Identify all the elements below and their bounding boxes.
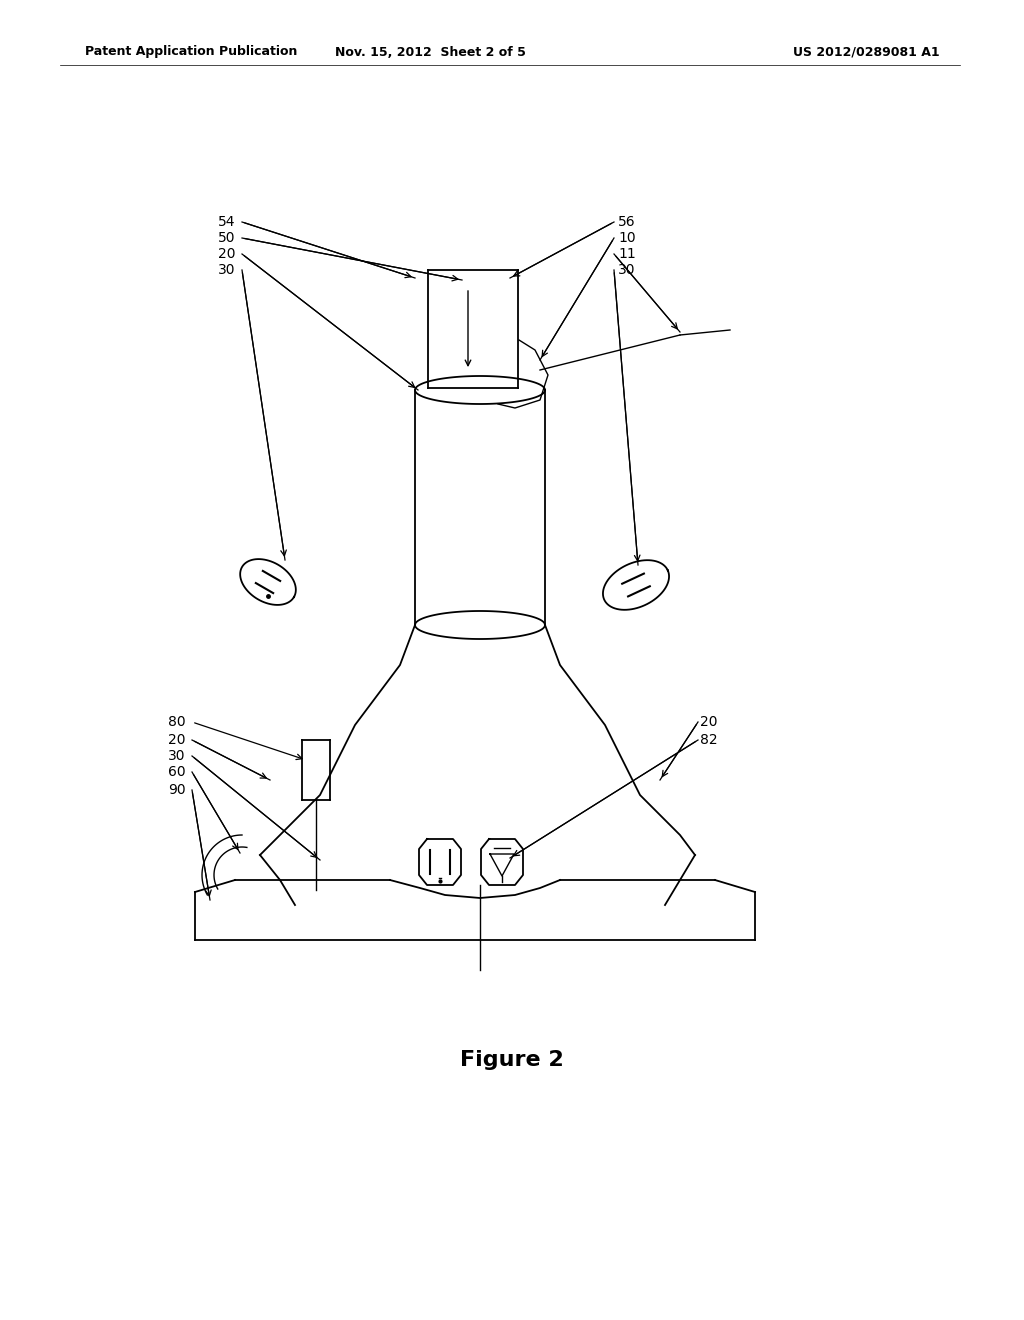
Text: 56: 56 bbox=[618, 215, 636, 228]
Text: US 2012/0289081 A1: US 2012/0289081 A1 bbox=[794, 45, 940, 58]
Text: Patent Application Publication: Patent Application Publication bbox=[85, 45, 297, 58]
Text: 30: 30 bbox=[618, 263, 636, 277]
Text: 90: 90 bbox=[168, 783, 185, 797]
Text: 30: 30 bbox=[218, 263, 236, 277]
Text: 20: 20 bbox=[168, 733, 185, 747]
Text: 60: 60 bbox=[168, 766, 185, 779]
Text: 10: 10 bbox=[618, 231, 636, 246]
Text: 20: 20 bbox=[700, 715, 718, 729]
Text: 80: 80 bbox=[168, 715, 185, 729]
Text: 30: 30 bbox=[168, 748, 185, 763]
Text: Nov. 15, 2012  Sheet 2 of 5: Nov. 15, 2012 Sheet 2 of 5 bbox=[335, 45, 525, 58]
Text: 82: 82 bbox=[700, 733, 718, 747]
Text: Figure 2: Figure 2 bbox=[460, 1049, 564, 1071]
Text: 54: 54 bbox=[218, 215, 236, 228]
Text: 50: 50 bbox=[218, 231, 236, 246]
Text: 11: 11 bbox=[618, 247, 636, 261]
Text: 20: 20 bbox=[218, 247, 236, 261]
